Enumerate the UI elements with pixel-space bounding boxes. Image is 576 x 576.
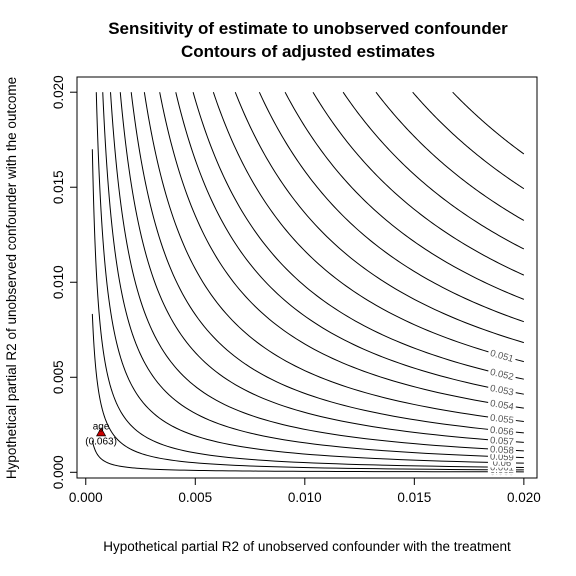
y-tick-label: 0.015	[51, 170, 66, 204]
contour-line	[284, 91, 525, 300]
y-axis: 0.000 0.005 0.010 0.015 0.020	[51, 75, 77, 489]
contour-label: 0.057	[490, 435, 515, 448]
benchmark-point-label: age	[93, 421, 110, 432]
benchmark-point	[95, 427, 107, 437]
x-axis-label: Hypothetical partial R2 of unobserved co…	[103, 539, 511, 554]
contour-label: 0.054	[489, 398, 514, 413]
contour-line	[119, 92, 524, 443]
contour-line	[175, 92, 524, 395]
contour-line	[375, 91, 525, 221]
contour-line	[91, 440, 524, 473]
contour-line	[95, 92, 524, 464]
contour-label: 0.052	[489, 367, 515, 383]
contour-line	[234, 92, 525, 344]
chart-subtitle: Contours of adjusted estimates	[181, 42, 435, 61]
contour-line	[91, 149, 524, 468]
contour-line	[110, 92, 524, 452]
contour-line	[452, 91, 525, 155]
contour-label: 0.061	[490, 462, 514, 473]
benchmark-points: age (0.063)	[85, 421, 117, 447]
x-tick-label: 0.000	[69, 490, 103, 505]
contour-label: 0.051	[489, 348, 515, 365]
contour-line	[143, 92, 524, 422]
contour-label: 0.055	[489, 413, 514, 427]
x-axis: 0.000 0.005 0.010 0.015 0.020	[69, 478, 541, 505]
contour-line	[102, 92, 524, 459]
contour-line	[412, 91, 525, 190]
benchmark-point-estimate: (0.063)	[85, 436, 117, 447]
x-tick-label: 0.005	[178, 490, 212, 505]
contour-line	[312, 91, 525, 276]
contour-label: 0.058	[490, 444, 514, 456]
contour-line	[212, 92, 524, 363]
contour-line	[159, 92, 524, 409]
chart-title: Sensitivity of estimate to unobserved co…	[108, 19, 508, 38]
contour-line	[192, 92, 524, 380]
contour-line	[130, 92, 524, 434]
y-axis-label: Hypothetical partial R2 of unobserved co…	[4, 77, 19, 479]
x-tick-label: 0.020	[507, 490, 541, 505]
plot-frame	[76, 76, 538, 479]
contour-label: 0.053	[489, 383, 514, 398]
y-tick-label: 0.020	[51, 75, 66, 109]
contour-label: 0.059	[490, 452, 514, 464]
y-tick-label: 0.005	[51, 360, 66, 394]
contour-label: 0.06	[493, 458, 512, 469]
y-tick-label: 0.000	[51, 455, 66, 489]
contour-line	[258, 91, 525, 323]
contour-line	[342, 91, 525, 250]
y-tick-label: 0.010	[51, 265, 66, 299]
contour-line	[91, 313, 524, 471]
contour-lines	[91, 91, 525, 473]
x-tick-label: 0.015	[397, 490, 431, 505]
contour-label: 0.056	[490, 425, 515, 438]
x-tick-label: 0.010	[288, 490, 322, 505]
contour-labels: 0.0630.0620.0610.060.0590.0580.0570.0560…	[487, 347, 517, 478]
